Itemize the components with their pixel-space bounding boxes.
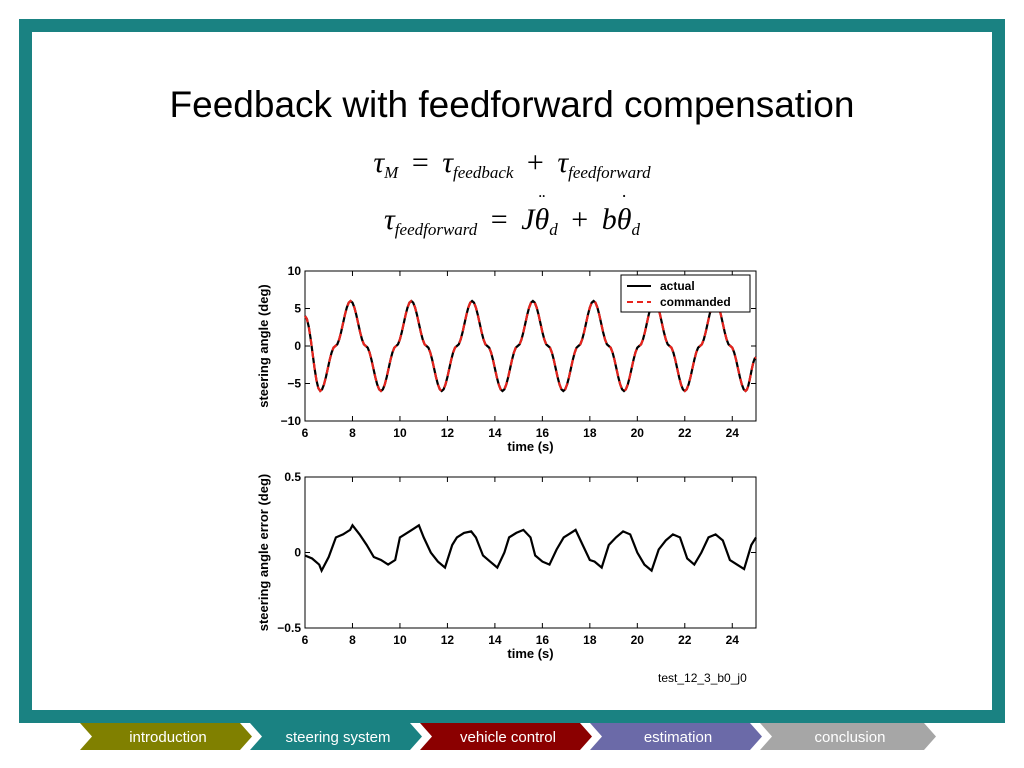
series-line-commanded [304, 299, 757, 393]
y-axis-label: steering angle error (deg) [256, 474, 271, 631]
slide-title: Feedback with feedforward compensation [169, 84, 855, 125]
eq1-term1-sub: feedback [453, 163, 514, 182]
legend: actual commanded [620, 274, 751, 313]
y-tick-label: −10 [281, 414, 302, 428]
x-tick-label: 20 [631, 633, 645, 647]
x-tick-label: 20 [631, 426, 645, 440]
tab-conclusion[interactable]: conclusion [760, 723, 936, 750]
y-tick-label: −5 [287, 377, 301, 391]
tab-shape[interactable] [590, 723, 762, 750]
tab-steering-system[interactable]: steering system [250, 723, 422, 750]
eq1-term2-sub: feedforward [568, 163, 651, 182]
x-axis-label: time (s) [507, 439, 553, 454]
tab-label[interactable]: vehicle control [460, 729, 556, 746]
x-tick-label: 22 [678, 426, 692, 440]
x-tick-label: 10 [393, 633, 407, 647]
eq2-theta-ddot: θ [535, 191, 550, 237]
eq1-term1: τ [442, 146, 454, 179]
eq1-equals: = [411, 146, 429, 179]
eq2-lhs: τ [384, 203, 395, 236]
section-nav: introduction steering system vehicle contr… [80, 723, 936, 750]
x-tick-label: 6 [302, 426, 309, 440]
legend-box [620, 274, 751, 313]
y-tick-label: 0.5 [284, 470, 301, 484]
x-tick-label: 8 [349, 633, 356, 647]
x-axis-label: time (s) [507, 646, 553, 661]
y-axis-label: steering angle (deg) [256, 284, 271, 408]
tab-shape[interactable] [420, 723, 592, 750]
x-tick-label: 18 [583, 426, 597, 440]
y-tick-label: 0 [294, 339, 301, 353]
eq2-lhs-sub: feedforward [394, 220, 478, 239]
tab-label[interactable]: conclusion [815, 729, 886, 746]
eq2-theta1-sub: d [549, 220, 558, 239]
y-tick-label: 10 [288, 264, 302, 278]
x-tick-label: 8 [349, 426, 356, 440]
x-tick-label: 16 [536, 633, 550, 647]
eq2-theta2-sub: d [631, 220, 640, 239]
tab-introduction[interactable]: introduction [80, 723, 252, 750]
eq2-b: b [601, 203, 617, 236]
x-tick-label: 24 [726, 633, 740, 647]
legend-label-actual: actual [660, 279, 695, 293]
eq1-lhs: τ [373, 146, 385, 179]
x-tick-label: 14 [488, 633, 502, 647]
x-tick-label: 14 [488, 426, 502, 440]
legend-label-commanded: commanded [660, 295, 731, 309]
x-tick-label: 22 [678, 633, 692, 647]
tab-shape[interactable] [80, 723, 252, 750]
x-tick-label: 6 [302, 633, 309, 647]
eq2-plus: + [571, 203, 589, 236]
x-tick-label: 12 [441, 633, 455, 647]
tab-shape[interactable] [760, 723, 936, 750]
tab-label[interactable]: introduction [129, 729, 207, 746]
x-tick-label: 24 [726, 426, 740, 440]
eq2-j: J [521, 203, 535, 236]
eq1-lhs-sub: M [384, 163, 399, 182]
x-tick-label: 16 [536, 426, 550, 440]
equation-feedforward: τfeedforward = Jθd + bθd [0, 191, 1024, 240]
y-tick-label: 5 [294, 302, 301, 316]
y-tick-label: 0 [294, 546, 301, 560]
tab-estimation[interactable]: estimation [590, 723, 762, 750]
eq1-plus: + [526, 146, 544, 179]
chart-1: 6 8 10 12 14 16 18 20 22 24 10 5 0 −5 −10 time (s) steer… [256, 264, 757, 454]
y-tick-label: −0.5 [277, 621, 301, 635]
figure-caption: test_12_3_b0_j0 [658, 671, 747, 685]
tab-label[interactable]: steering system [285, 729, 390, 746]
chart-2: 6 8 10 12 14 16 18 20 22 24 0.5 0 −0.5 time (s) steeri… [256, 470, 757, 661]
x-tick-label: 18 [583, 633, 597, 647]
tab-shape[interactable] [250, 723, 422, 750]
tab-label[interactable]: estimation [644, 729, 712, 746]
eq2-equals: = [490, 203, 508, 236]
plot-area [304, 476, 757, 629]
x-tick-label: 12 [441, 426, 455, 440]
equation-torque-sum: τM = τfeedback + τfeedforward [0, 146, 1024, 183]
x-tick-label: 10 [393, 426, 407, 440]
series-line-error [304, 523, 757, 574]
eq1-term2: τ [557, 146, 569, 179]
eq2-theta-dot: θ [617, 191, 632, 237]
tab-vehicle-control[interactable]: vehicle control [420, 723, 592, 750]
